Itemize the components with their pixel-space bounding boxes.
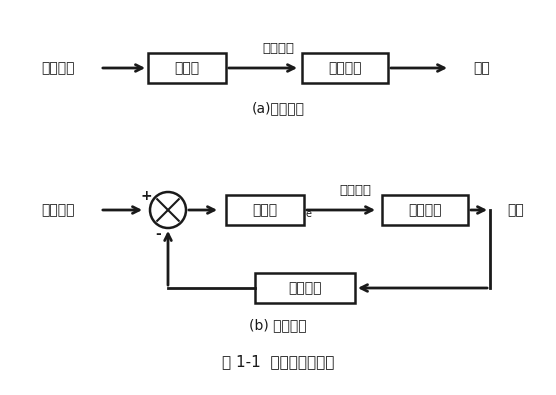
Bar	[255, 273, 355, 303]
Text: 图 1-1  电机控制系统图: 图 1-1 电机控制系统图	[222, 354, 334, 369]
Text: 参考输入: 参考输入	[41, 203, 75, 217]
Text: (b) 闭环控制: (b) 闭环控制	[249, 318, 307, 332]
Bar	[226, 195, 304, 225]
Bar	[148, 53, 226, 83]
Circle shape	[150, 192, 186, 228]
Text: 输出: 输出	[474, 61, 490, 75]
Text: 输出: 输出	[508, 203, 524, 217]
Bar	[302, 53, 388, 83]
Text: -: -	[155, 227, 161, 241]
Text: 控制指令: 控制指令	[339, 184, 371, 196]
Text: 控制对象: 控制对象	[328, 61, 362, 75]
Text: 测量元件: 测量元件	[288, 281, 322, 295]
Text: 控制器: 控制器	[252, 203, 277, 217]
Text: e: e	[306, 209, 312, 219]
Bar	[382, 195, 468, 225]
Text: 参考输入: 参考输入	[41, 61, 75, 75]
Text: 控制指令: 控制指令	[262, 41, 294, 55]
Text: 控制器: 控制器	[175, 61, 200, 75]
Text: (a)开环控制: (a)开环控制	[251, 101, 305, 115]
Text: 控制对象: 控制对象	[408, 203, 442, 217]
Text: +: +	[140, 189, 152, 203]
